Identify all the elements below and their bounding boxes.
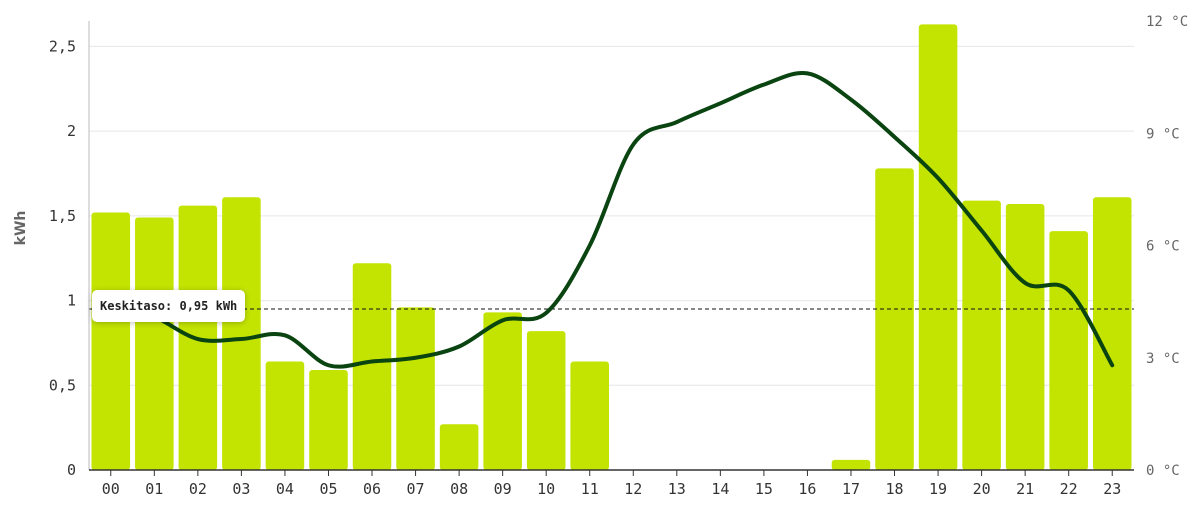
- x-tick-label: 05: [319, 480, 337, 498]
- y2-tick-label: 9 °C: [1146, 126, 1180, 142]
- x-tick-label: 09: [494, 480, 512, 498]
- average-label: Keskitaso: 0,95 kWh: [92, 290, 246, 322]
- y2-tick-label: 6 °C: [1146, 239, 1180, 255]
- x-tick-label: 22: [1060, 480, 1078, 498]
- y-tick-label: 1: [67, 292, 76, 310]
- axes: [88, 21, 1134, 476]
- bar: [91, 212, 131, 470]
- bar: [962, 200, 1001, 470]
- bar: [918, 24, 958, 471]
- x-tick-label: 04: [276, 480, 294, 498]
- x-tick-label: 14: [711, 480, 729, 498]
- x-tick-label: 10: [537, 480, 555, 498]
- bar: [483, 312, 522, 470]
- x-tick-label: 11: [581, 480, 599, 498]
- y-tick-label: 0: [67, 461, 76, 479]
- bar: [309, 370, 348, 470]
- y-tick-label: 2,5: [49, 37, 76, 55]
- x-tick-label: 00: [102, 480, 120, 498]
- y2-tick-label: 3 °C: [1146, 351, 1180, 367]
- bar: [1049, 231, 1088, 470]
- x-tick-label: 21: [1016, 480, 1034, 498]
- tick-labels: 0 0,5 1 1,5 2 2,5 0 °C 3 °C 6 °C 9 °C 12 °C 00 01 02 0…: [49, 14, 1188, 498]
- bar: [831, 459, 871, 470]
- x-tick-label: 02: [189, 480, 207, 498]
- x-tick-label: 17: [842, 480, 860, 498]
- y2-tick-label: 12 °C: [1146, 14, 1188, 30]
- y-tick-label: 2: [67, 122, 76, 140]
- y2-tick-label: 0 °C: [1146, 463, 1180, 479]
- bar-series: [91, 24, 1132, 471]
- bar: [1092, 197, 1132, 471]
- bar: [222, 197, 261, 471]
- gridlines: [89, 45, 1134, 386]
- x-tick-label: 06: [363, 480, 381, 498]
- x-tick-label: 07: [407, 480, 425, 498]
- bar: [526, 331, 566, 470]
- x-tick-label: 03: [232, 480, 250, 498]
- bar: [439, 424, 479, 470]
- bar: [352, 263, 392, 470]
- x-tick-label: 13: [668, 480, 686, 498]
- x-tick-label: 20: [973, 480, 991, 498]
- bar: [1005, 203, 1045, 470]
- x-tick-label: 12: [624, 480, 642, 498]
- temperature-series: [108, 70, 1115, 369]
- x-tick-label: 01: [145, 480, 163, 498]
- x-tick-label: 15: [755, 480, 773, 498]
- y-tick-label: 1,5: [49, 207, 76, 225]
- bar: [265, 361, 305, 470]
- x-tick-label: 18: [885, 480, 903, 498]
- x-tick-label: 23: [1103, 480, 1121, 498]
- x-tick-label: 19: [929, 480, 947, 498]
- y-axis-label: kWh: [13, 211, 29, 246]
- temperature-line: [108, 70, 1115, 369]
- bar: [135, 217, 174, 470]
- bar: [570, 361, 609, 470]
- x-tick-label: 08: [450, 480, 468, 498]
- bar: [875, 168, 914, 471]
- y-tick-label: 0,5: [49, 376, 76, 394]
- x-tick-label: 16: [798, 480, 816, 498]
- bar: [396, 307, 435, 470]
